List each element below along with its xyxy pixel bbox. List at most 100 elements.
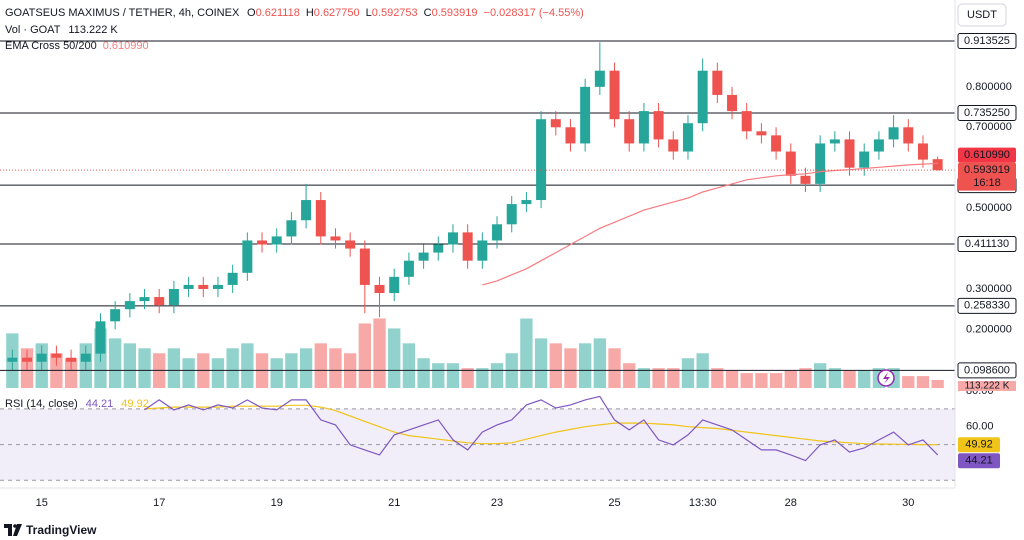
candle-body — [859, 151, 870, 168]
candle-body — [712, 70, 723, 95]
level-label: 0.098600 — [964, 364, 1010, 376]
rsi-ma-value: 49.92 — [121, 398, 149, 410]
volume-bar — [623, 363, 636, 388]
volume-bar — [299, 348, 313, 388]
candle-body — [359, 248, 370, 285]
rsi-ma-label-box — [958, 437, 1000, 453]
volume-bar — [226, 348, 239, 388]
y-tick-label: 0.300000 — [966, 283, 1012, 295]
volume-bar — [813, 363, 827, 388]
volume-bar — [241, 343, 254, 388]
volume-bar — [931, 379, 944, 388]
candle-body — [447, 232, 458, 245]
legend-key: C — [424, 7, 432, 19]
ema-value: 0.610990 — [103, 40, 149, 52]
candle-body — [403, 260, 414, 277]
candle-body — [727, 94, 738, 112]
candle-body — [271, 236, 282, 245]
candle-body — [110, 309, 121, 322]
x-tick-label: 23 — [491, 497, 503, 509]
candle-body — [785, 151, 796, 176]
candle-body — [771, 135, 782, 152]
volume-bar — [373, 318, 386, 388]
currency: USDT — [967, 9, 997, 21]
volume-bar — [270, 358, 283, 388]
volume-bar — [476, 368, 489, 388]
volume-bar — [681, 358, 695, 388]
candle-body — [257, 240, 268, 245]
candle-body — [22, 357, 33, 362]
volume-bar — [740, 373, 753, 388]
volume-bar — [314, 343, 327, 388]
legend-value: 0.592753 — [372, 7, 418, 19]
candle-body — [462, 232, 473, 261]
volume-bar — [755, 373, 768, 388]
x-tick-label: 17 — [153, 497, 165, 509]
rsi-legend: RSI (14, close) 44.21 49.92 — [5, 398, 149, 410]
legend-key: H — [306, 7, 314, 19]
x-tick-label: 28 — [785, 497, 797, 509]
candle-body — [315, 200, 326, 237]
candle-body — [80, 353, 91, 362]
candle-body — [536, 119, 547, 201]
candle-body — [638, 111, 649, 144]
x-tick-label: 13:30 — [689, 497, 717, 509]
volume-bar — [858, 370, 871, 388]
level-label-box — [957, 105, 1017, 122]
volume-name: Vol · GOAT — [5, 24, 61, 36]
volume-bar — [828, 368, 842, 388]
volume-bar — [799, 368, 812, 388]
legend-key: O — [247, 7, 256, 19]
volume-bar — [461, 368, 474, 388]
rsi-label-box — [958, 453, 1000, 469]
x-tick-label: 30 — [902, 497, 914, 509]
volume-bar — [329, 348, 342, 388]
candle-body — [95, 321, 106, 354]
candle-body — [550, 119, 561, 128]
candle-body — [800, 175, 811, 184]
candle-body — [301, 200, 312, 221]
ema-name: EMA Cross 50/200 — [5, 40, 97, 52]
candle-body — [418, 252, 429, 261]
legend-value: 0.593919 — [432, 7, 478, 19]
level-label-box — [957, 32, 1017, 49]
volume-bar — [593, 338, 607, 388]
candle-body — [815, 143, 826, 184]
candle-body — [741, 111, 752, 132]
volume-bar — [711, 368, 724, 388]
candle-body — [756, 131, 767, 136]
volume-bar — [138, 348, 151, 388]
plot-layer: 0.800000 0.700000 0.500000 0.300000 0.200000… — [0, 7, 1017, 509]
volume-bar — [784, 370, 797, 388]
candle-body — [433, 244, 444, 253]
y-tick-label: 0.500000 — [966, 202, 1012, 214]
candle-body — [345, 240, 356, 249]
logo-icon — [4, 524, 22, 536]
volume-bar — [417, 358, 430, 388]
level-label-box — [957, 236, 1017, 253]
rsi-line — [144, 395, 939, 462]
volume-bar — [123, 343, 137, 388]
x-tick-label: 19 — [271, 497, 283, 509]
candle-body — [212, 284, 223, 289]
volume-bar — [578, 343, 592, 388]
candle-body — [668, 139, 679, 152]
volume-label: 113.222 K — [965, 381, 1010, 392]
x-tick-label: 25 — [608, 497, 620, 509]
volume-bar — [608, 348, 621, 388]
candle-body — [594, 70, 605, 87]
volume-bar — [652, 368, 665, 388]
chart-title: GOATSEUS MAXIMUS / TETHER, 4h, COINEX — [5, 7, 240, 19]
volume-bar — [432, 363, 445, 388]
currency-button[interactable] — [957, 3, 1007, 27]
candle-body — [124, 301, 135, 310]
candle-body — [492, 224, 503, 241]
candle-body — [932, 159, 943, 171]
candle-body — [565, 127, 576, 144]
y-tick-label: 0.200000 — [966, 323, 1012, 335]
candle-body — [903, 127, 914, 144]
ema-label: 0.610990 — [964, 149, 1010, 161]
volume-bar — [902, 376, 915, 388]
